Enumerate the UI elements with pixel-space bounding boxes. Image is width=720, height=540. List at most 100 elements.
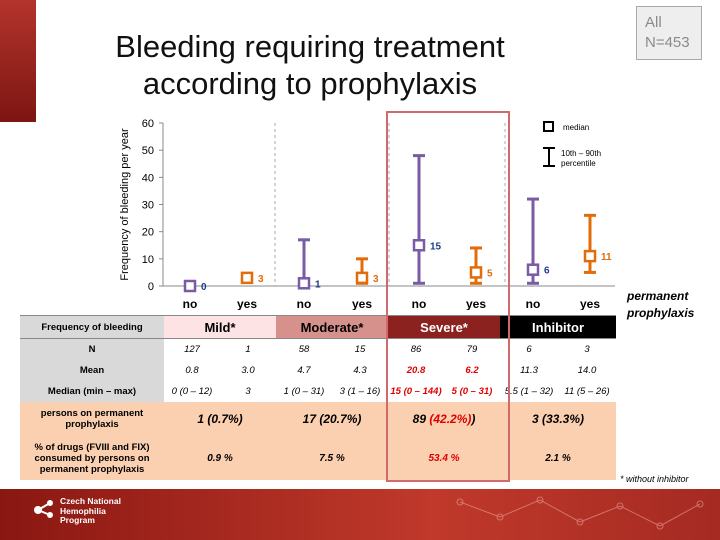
- median-value-label: 0: [201, 282, 207, 293]
- permanent-line-1: permanent: [627, 289, 689, 303]
- logo-line-3: Program: [60, 515, 95, 525]
- mean-cell: 20.8: [406, 365, 426, 376]
- category-label: yes: [580, 297, 600, 310]
- n-cell: 58: [298, 344, 310, 355]
- bleeding-table: Frequency of bleeding Mild* Moderate* Se…: [20, 315, 617, 480]
- y-tick-label: 20: [142, 227, 154, 239]
- median-label: Median (min – max): [20, 381, 164, 402]
- severe-highlight-box: [386, 111, 510, 482]
- drugs-mild: 0.9 %: [164, 436, 276, 480]
- median-marker: [183, 279, 197, 293]
- median-value-label: 3: [373, 274, 379, 285]
- drugs-label-line-1: % of drugs (FVIII and FIX): [34, 441, 150, 453]
- table-header-row: Frequency of bleeding Mild* Moderate* Se…: [20, 315, 617, 339]
- category-label: yes: [237, 297, 257, 310]
- mean-cell: 11.3: [520, 365, 538, 376]
- persons-mild: 1 (0.7%): [164, 402, 276, 436]
- drugs-inhibitor: 2.1 %: [500, 436, 617, 480]
- footnote: * without inhibitor: [620, 474, 689, 484]
- persons-severe: 89 (42.2%)): [388, 402, 501, 436]
- logo-line-1: Czech National: [60, 496, 121, 506]
- median-marker: [355, 271, 369, 285]
- n-cell: 79: [466, 344, 478, 355]
- median-marker: [412, 239, 426, 252]
- n-cell: 3: [584, 344, 590, 355]
- persons-label-line-1: persons on permanent: [40, 408, 144, 419]
- mean-cell: 6.2: [465, 365, 479, 376]
- category-label: no: [297, 297, 312, 310]
- y-tick-label: 60: [142, 118, 154, 130]
- n-cell: 127: [184, 344, 200, 355]
- header-label: Frequency of bleeding: [20, 315, 164, 339]
- mean-label: Mean: [20, 360, 164, 381]
- median-cell: 5.5 (1 – 32): [504, 386, 554, 397]
- logo-line-2: Hemophilia: [60, 505, 106, 516]
- median-value-label: 6: [544, 266, 550, 277]
- median-marker: [583, 249, 597, 263]
- mean-cell: 4.3: [353, 365, 367, 376]
- table-row-median: Median (min – max) 0 (0 – 12) 3 1 (0 – 3…: [20, 381, 616, 402]
- median-value-label: 3: [258, 274, 264, 285]
- category-label: no: [526, 297, 541, 310]
- n-cell: 6: [526, 344, 532, 355]
- y-tick-label: 50: [142, 145, 154, 157]
- title-line-2: according to prophylaxis: [142, 66, 478, 101]
- median-value-label: 11: [601, 252, 612, 263]
- median-marker: [526, 263, 540, 276]
- n-cell: 1: [245, 344, 251, 355]
- category-label: yes: [352, 297, 372, 310]
- median-cell: 0 (0 – 12): [171, 386, 213, 397]
- median-value-label: 15: [430, 241, 442, 252]
- hemophilia-logo-icon: [34, 500, 53, 518]
- drugs-severe: 53.4 %: [388, 436, 501, 480]
- permanent-line-2: prophylaxis: [627, 306, 695, 320]
- mean-cell: 3.0: [241, 365, 255, 376]
- median-cell: 3 (1 – 16): [339, 386, 381, 397]
- category-label: yes: [466, 297, 486, 310]
- drugs-label-line-2: consumed by persons on: [34, 452, 150, 464]
- persons-severe-close: ): [471, 412, 476, 426]
- persons-moderate: 17 (20.7%): [276, 402, 389, 436]
- category-label: no: [183, 297, 198, 310]
- median-cell: 1 (0 – 31): [283, 386, 325, 397]
- median-cell: 5 (0 – 31): [451, 386, 493, 397]
- group-moderate: Moderate*: [276, 315, 389, 339]
- group-inhibitor: Inhibitor: [500, 315, 617, 339]
- median-marker: [469, 266, 483, 279]
- all-n-label: N=453: [645, 34, 690, 51]
- drugs-label: % of drugs (FVIII and FIX) consumed by p…: [20, 436, 164, 480]
- y-axis-title: Frequency of bleeding per year: [119, 128, 131, 281]
- legend-median-icon: [543, 121, 554, 132]
- legend-median-label: median: [563, 123, 589, 132]
- persons-label-line-2: prophylaxis: [65, 419, 119, 430]
- table-row-mean: Mean 0.8 3.0 4.7 4.3 20.8 6.2 11.3 14.0: [20, 360, 616, 381]
- persons-severe-percent: (42.2%): [429, 412, 472, 426]
- table-row-persons: persons on permanent prophylaxis 1 (0.7%…: [20, 402, 617, 436]
- drugs-moderate: 7.5 %: [276, 436, 389, 480]
- drugs-label-line-3: permanent prophylaxis: [39, 463, 145, 475]
- median-value-label: 5: [487, 268, 493, 279]
- persons-label: persons on permanent prophylaxis: [20, 402, 164, 436]
- group-severe: Severe*: [388, 315, 501, 339]
- y-tick-label: 0: [148, 281, 154, 293]
- table-row-n: N 127 1 58 15 86 79 6 3: [20, 338, 616, 360]
- legend-range-label-1: 10th – 90th: [561, 149, 601, 158]
- title-line-1: Bleeding requiring treatment: [115, 29, 505, 64]
- category-label: no: [412, 297, 427, 310]
- legend-range-label-2: percentile: [561, 159, 596, 168]
- median-cell: 15 (0 – 144): [390, 386, 442, 397]
- permanent-prophylaxis-label: permanent prophylaxis: [627, 288, 694, 322]
- n-cell: 86: [410, 344, 422, 355]
- median-value-label: 1: [315, 279, 321, 290]
- n-label: N: [20, 338, 164, 360]
- slide-title: Bleeding requiring treatment according t…: [60, 28, 560, 102]
- all-count-box: All N=453: [636, 6, 702, 60]
- mean-cell: 4.7: [297, 365, 311, 376]
- median-cell: 3: [245, 386, 251, 397]
- persons-severe-count: 89: [412, 412, 430, 426]
- mean-cell: 14.0: [577, 365, 597, 376]
- mean-cell: 0.8: [185, 365, 199, 376]
- group-mild: Mild*: [164, 315, 276, 339]
- table-row-drugs: % of drugs (FVIII and FIX) consumed by p…: [20, 436, 617, 480]
